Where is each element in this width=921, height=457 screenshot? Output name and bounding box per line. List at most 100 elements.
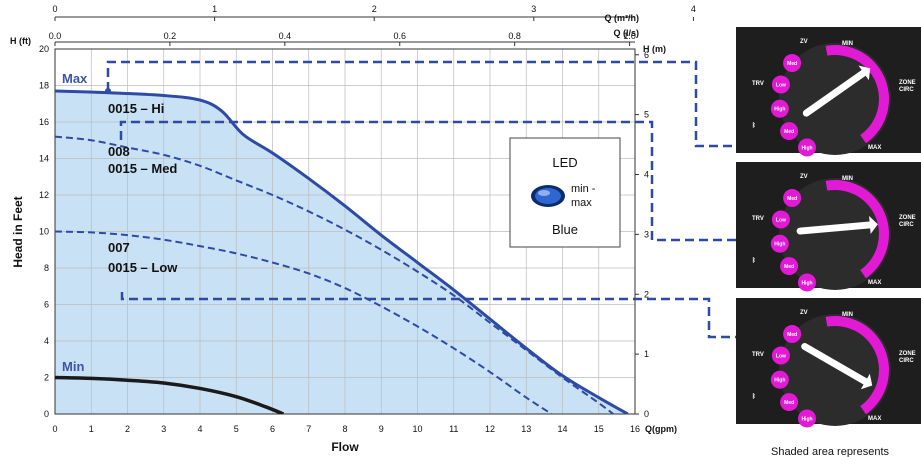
min-label: Min xyxy=(62,359,84,374)
dial-label-zone: ZONE xyxy=(899,351,916,357)
dial-segment xyxy=(798,138,816,157)
dial-label-zv: ZV xyxy=(800,174,808,180)
series-label-low-2: 0015 – Low xyxy=(108,260,178,275)
dial-segment xyxy=(798,409,816,428)
dial-segment xyxy=(783,189,802,208)
series-label-med-1: 008 xyxy=(108,144,130,159)
top-ls-tick-label: 0.4 xyxy=(279,31,292,41)
dial-segment-label: Med xyxy=(787,196,797,202)
dial-label-min: MIN xyxy=(842,41,853,47)
dial-segment-label: Med xyxy=(784,129,794,135)
dial-label-circ: CIRC xyxy=(899,358,914,364)
dial-segment xyxy=(780,257,799,276)
top-m3h-tick-label: 3 xyxy=(531,4,536,14)
dial-segment-label: Med xyxy=(784,264,794,270)
series-line-1 xyxy=(55,135,614,414)
x-tick-label: 8 xyxy=(342,424,347,434)
dial-segment xyxy=(798,273,816,292)
legend-range-1: min - xyxy=(571,183,596,195)
dial-segment-label: Med xyxy=(787,332,797,338)
y-tick-label: 10 xyxy=(39,227,49,237)
dial-segment xyxy=(771,346,790,365)
series-label-med-2: 0015 – Med xyxy=(108,161,177,176)
dial-segment xyxy=(770,234,789,253)
bluetooth-icon: ᛒ xyxy=(752,122,756,129)
dial-segment-label: High xyxy=(774,378,785,384)
top-m3h-tick-label: 4 xyxy=(691,4,696,14)
dial-segment-label: High xyxy=(801,280,812,286)
right-tick-label: 5 xyxy=(644,110,649,120)
series-group xyxy=(55,89,629,414)
dial-arrow-head xyxy=(860,373,873,390)
right-tick-label: 0 xyxy=(644,409,649,419)
top-m3h-unit: Q (m³/h) xyxy=(605,13,640,23)
series-label-low-1: 007 xyxy=(108,240,130,255)
y-axis-title: Head in Feet xyxy=(11,196,25,267)
dial-label-zone: ZONE xyxy=(899,215,916,221)
dial-segment xyxy=(771,75,790,94)
x-tick-label: 10 xyxy=(412,424,422,434)
dial-label-min: MIN xyxy=(842,312,853,318)
legend-title: LED xyxy=(552,155,577,170)
dial-label-zone: ZONE xyxy=(899,80,916,86)
series-line-2 xyxy=(55,230,553,414)
dial-arrow-head xyxy=(858,65,871,81)
leader-med xyxy=(119,120,750,242)
bottom-unit: Q(gpm) xyxy=(645,424,677,434)
dial-segment xyxy=(771,210,790,229)
series-label-hi: 0015 – Hi xyxy=(108,101,164,116)
x-tick-label: 15 xyxy=(594,424,604,434)
top-ls-tick-label: 0.2 xyxy=(164,31,177,41)
dial-label-max: MAX xyxy=(868,280,881,286)
tick-labels: 0 1 2 3 4 5 6 7 8 9 10 11 12 13 14 15 160246810121416182… xyxy=(39,4,751,434)
x-tick-label: 12 xyxy=(485,424,495,434)
dial-label-zv: ZV xyxy=(800,39,808,45)
x-tick-label: 4 xyxy=(197,424,202,434)
y-tick-label: 20 xyxy=(39,44,49,54)
dial-label-trv: TRV xyxy=(752,81,764,87)
top-ls-tick-label: 0.8 xyxy=(508,31,521,41)
dial-segment-label: High xyxy=(801,416,812,422)
led-lamp-icon xyxy=(531,185,565,207)
dial-segment-label: Low xyxy=(776,354,786,360)
dial-accent-arc xyxy=(825,180,889,279)
max-marker xyxy=(105,88,111,94)
dial-label-trv: TRV xyxy=(752,216,764,222)
right-tick-label: 3 xyxy=(644,229,649,239)
y-tick-label: 18 xyxy=(39,81,49,91)
top-ls-tick-label: 1.0 xyxy=(623,31,636,41)
x-tick-label: 0 xyxy=(52,424,57,434)
x-tick-label: 9 xyxy=(379,424,384,434)
dial-segment-label: High xyxy=(801,145,812,151)
dial-segment xyxy=(770,370,789,389)
y-tick-label: 4 xyxy=(44,336,49,346)
dial-knob xyxy=(779,314,891,426)
dial-segment-label: Med xyxy=(787,61,797,67)
dial-segment-label: Low xyxy=(776,83,786,89)
legend-range-2: max xyxy=(571,197,592,209)
dial-label-circ: CIRC xyxy=(899,222,914,228)
right-tick-label: 6 xyxy=(644,50,649,60)
top-m3h-tick-label: 1 xyxy=(212,4,217,14)
top-ls-tick-label: 0.0 xyxy=(49,31,62,41)
dial-label-circ: CIRC xyxy=(899,87,914,93)
dial-segment xyxy=(780,393,799,412)
max-label: Max xyxy=(62,71,88,86)
top-ls-tick-label: 0.6 xyxy=(393,31,406,41)
x-tick-label: 1 xyxy=(89,424,94,434)
right-tick-label: 1 xyxy=(644,349,649,359)
bluetooth-icon: ᛒ xyxy=(752,257,756,264)
y-tick-label: 12 xyxy=(39,190,49,200)
dial-segment xyxy=(783,325,802,344)
dial-segment-label: Med xyxy=(784,400,794,406)
y-tick-label: 14 xyxy=(39,154,49,164)
dial-label-trv: TRV xyxy=(752,352,764,358)
dial-accent-arc xyxy=(825,316,889,415)
dial-segment xyxy=(783,54,802,73)
dial-segment-label: Low xyxy=(776,218,786,224)
series-line-3 xyxy=(55,375,285,414)
